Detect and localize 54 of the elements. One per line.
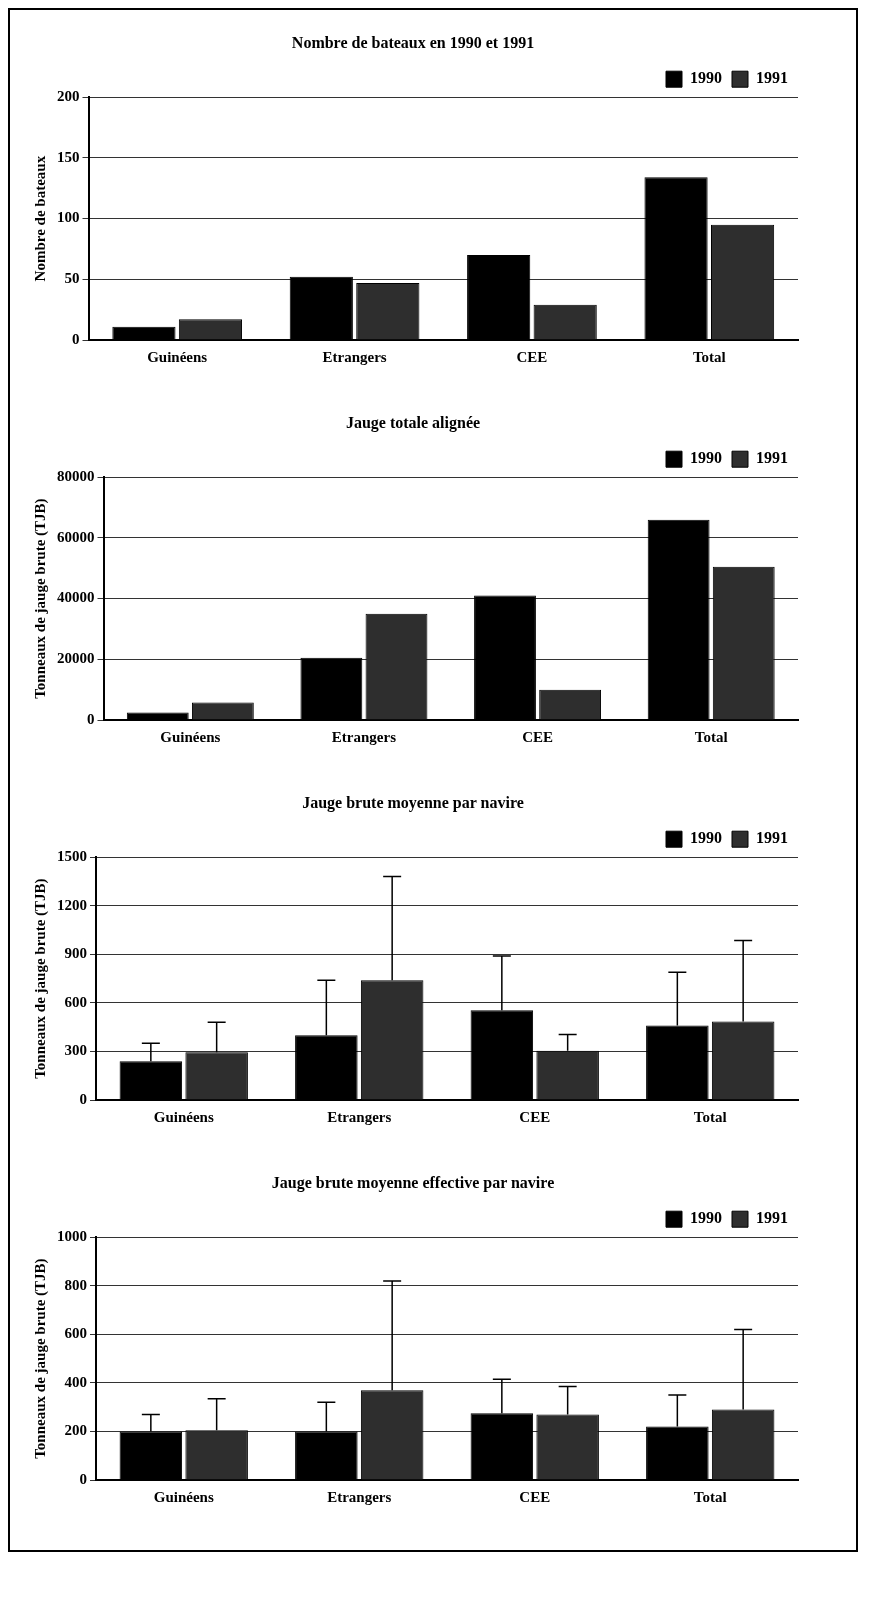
x-tick-label: CEE [522,728,553,745]
legend-label: 1991 [756,1209,788,1227]
y-tick-label: 200 [64,1422,87,1439]
x-tick-label: Guinéens [147,348,208,365]
y-tick-label: 0 [87,710,95,727]
y-tick-label: 600 [64,1325,87,1342]
x-tick-label: Total [693,1108,727,1125]
chart-title: Jauge totale alignée [345,413,481,432]
x-tick-label: Total [692,348,726,365]
y-axis-title: Nombre de bateaux [31,155,48,282]
legend-label: 1990 [690,449,722,467]
x-tick-label: CEE [516,348,548,365]
x-tick-label: Guinéens [153,1108,214,1125]
y-tick-label: 1500 [57,848,87,865]
y-tick-label: 800 [64,1276,87,1293]
y-tick-label: 150 [57,148,80,165]
legend-label: 1991 [756,829,788,847]
y-tick-label: 20000 [57,650,95,667]
x-tick-label: Total [693,1488,727,1505]
x-tick-label: CEE [519,1108,551,1125]
y-tick-label: 0 [72,330,80,347]
chart-title: Nombre de bateaux en 1990 et 1991 [291,33,535,51]
x-tick-label: Guinéens [153,1488,214,1505]
y-tick-label: 200 [57,88,80,105]
legend-label: 1990 [690,1209,722,1227]
y-tick-label: 50 [64,270,80,287]
y-axis-title: Tonneaux de jauge brute (TJB) [31,878,49,1079]
chart-title: Jauge brute moyenne par navire [302,793,524,812]
x-tick-label: Guinéens [160,728,221,745]
x-tick-label: Etrangers [327,1108,392,1125]
x-tick-label: CEE [519,1488,551,1505]
x-tick-label: Etrangers [331,728,397,745]
chart-title: Jauge brute moyenne effective par navire [271,1173,555,1192]
y-tick-label: 100 [57,209,80,226]
y-tick-label: 900 [64,945,87,962]
y-tick-label: 300 [64,1042,87,1059]
x-tick-label: Etrangers [322,348,387,365]
y-tick-label: 600 [64,993,87,1010]
y-tick-label: 1000 [57,1228,87,1245]
legend-label: 1990 [690,829,722,847]
y-tick-label: 0 [79,1470,87,1487]
y-axis-title: Tonneaux de jauge brute (TJB) [31,498,49,699]
legend-label: 1991 [756,449,788,467]
y-tick-label: 0 [79,1090,87,1107]
legend-label: 1990 [690,69,722,87]
y-tick-label: 80000 [57,468,95,485]
y-axis-title: Tonneaux de jauge brute (TJB) [31,1258,49,1459]
x-tick-label: Total [694,728,728,745]
y-tick-label: 400 [64,1373,87,1390]
x-tick-label: Etrangers [327,1488,392,1505]
legend-label: 1991 [756,69,788,87]
y-tick-label: 40000 [57,589,95,606]
y-tick-label: 60000 [57,528,95,545]
y-tick-label: 1200 [57,896,87,913]
